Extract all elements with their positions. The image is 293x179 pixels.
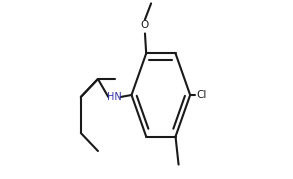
Text: Cl: Cl	[196, 90, 207, 100]
Text: HN: HN	[107, 92, 122, 102]
Text: O: O	[141, 20, 149, 30]
